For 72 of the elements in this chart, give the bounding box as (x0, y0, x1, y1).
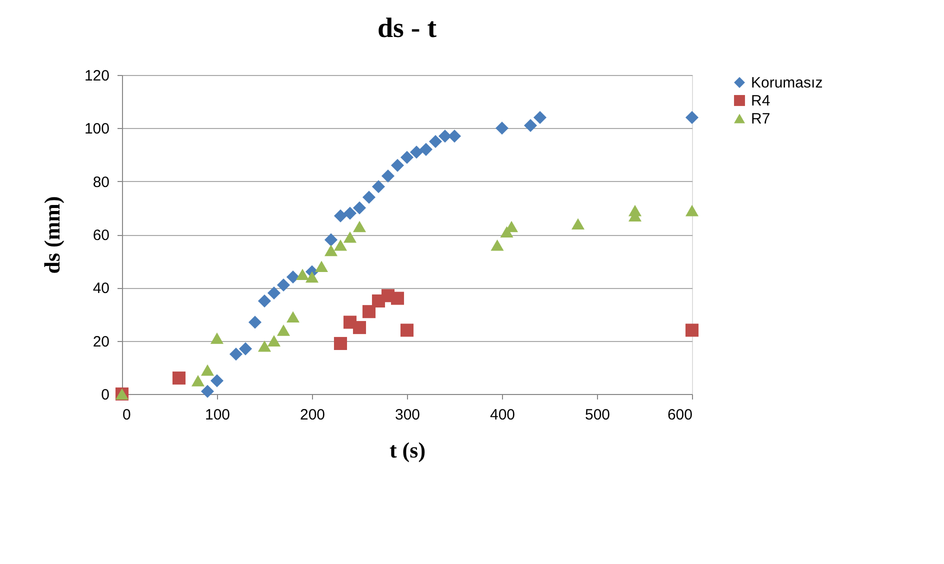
point (324, 244, 338, 256)
point (628, 204, 642, 216)
point (571, 218, 585, 230)
point (267, 335, 281, 346)
legend-label: R4 (751, 92, 770, 110)
point (352, 321, 366, 334)
point (428, 134, 442, 148)
point (352, 201, 366, 214)
y-tick-label: 120 (84, 68, 110, 84)
y-tick-label: 0 (101, 386, 110, 404)
point (390, 292, 404, 305)
point (490, 239, 504, 251)
point (286, 270, 300, 284)
x-tick-label: 0 (122, 406, 131, 424)
point (324, 233, 338, 246)
point (448, 130, 462, 143)
point (685, 111, 699, 124)
y-tick-label: 60 (92, 227, 110, 244)
point (381, 170, 395, 183)
point (172, 372, 186, 385)
point (200, 384, 214, 398)
point (258, 294, 272, 308)
x-tick-label: 600 (667, 406, 692, 424)
point (191, 375, 205, 386)
point (362, 305, 376, 318)
x-tick-label: 300 (394, 406, 420, 424)
point (352, 220, 366, 232)
point (372, 180, 386, 194)
point (362, 190, 376, 204)
point (438, 130, 452, 143)
point (343, 232, 357, 243)
point (524, 118, 538, 132)
point (533, 111, 547, 124)
y-tick-label: 80 (92, 174, 110, 191)
point (400, 150, 414, 164)
point (334, 209, 348, 222)
legend-label: Korumasız (751, 74, 823, 92)
point (334, 336, 348, 350)
point (410, 146, 424, 159)
y-tick-label: 20 (92, 333, 110, 350)
y-axis-title: ds (mm) (39, 196, 64, 274)
point (258, 340, 272, 352)
point (267, 286, 281, 300)
point (276, 278, 290, 292)
point (685, 204, 699, 216)
x-axis-title: t (s) (389, 438, 426, 462)
point (286, 311, 300, 323)
x-tick-label: 500 (584, 406, 610, 424)
point (296, 268, 310, 280)
point (276, 324, 290, 336)
point (419, 142, 433, 156)
point (305, 271, 319, 283)
point (229, 348, 243, 361)
point (210, 332, 224, 344)
chart-title: ds - t (377, 13, 438, 44)
point (495, 122, 509, 135)
point (334, 239, 348, 251)
point (390, 158, 404, 172)
y-tick-label: 100 (84, 120, 110, 138)
point (238, 342, 252, 356)
point (248, 316, 262, 329)
point (200, 364, 214, 376)
point (314, 260, 328, 272)
point (210, 374, 224, 388)
x-tick-label: 100 (204, 406, 230, 424)
y-tick-label: 40 (92, 280, 110, 298)
x-tick-label: 400 (490, 406, 516, 424)
point (343, 206, 357, 220)
point (685, 324, 699, 337)
point (400, 324, 414, 337)
x-tick-label: 200 (300, 406, 326, 424)
legend-label: R7 (751, 110, 770, 128)
